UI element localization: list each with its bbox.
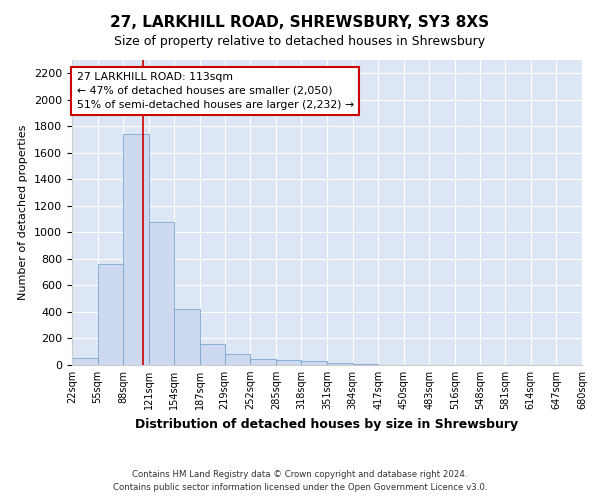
X-axis label: Distribution of detached houses by size in Shrewsbury: Distribution of detached houses by size … <box>136 418 518 430</box>
Y-axis label: Number of detached properties: Number of detached properties <box>19 125 28 300</box>
Bar <box>276 360 301 365</box>
Bar <box>224 354 250 365</box>
Bar <box>250 359 276 365</box>
Bar <box>72 358 98 365</box>
Bar <box>98 264 123 365</box>
Bar <box>149 222 175 365</box>
Bar <box>327 362 353 365</box>
Bar <box>353 364 378 365</box>
Text: Contains HM Land Registry data © Crown copyright and database right 2024.
Contai: Contains HM Land Registry data © Crown c… <box>113 470 487 492</box>
Text: Size of property relative to detached houses in Shrewsbury: Size of property relative to detached ho… <box>115 35 485 48</box>
Bar <box>200 344 226 365</box>
Bar <box>123 134 149 365</box>
Text: 27 LARKHILL ROAD: 113sqm
← 47% of detached houses are smaller (2,050)
51% of sem: 27 LARKHILL ROAD: 113sqm ← 47% of detach… <box>77 72 354 110</box>
Bar <box>175 310 200 365</box>
Text: 27, LARKHILL ROAD, SHREWSBURY, SY3 8XS: 27, LARKHILL ROAD, SHREWSBURY, SY3 8XS <box>110 15 490 30</box>
Bar <box>301 362 327 365</box>
